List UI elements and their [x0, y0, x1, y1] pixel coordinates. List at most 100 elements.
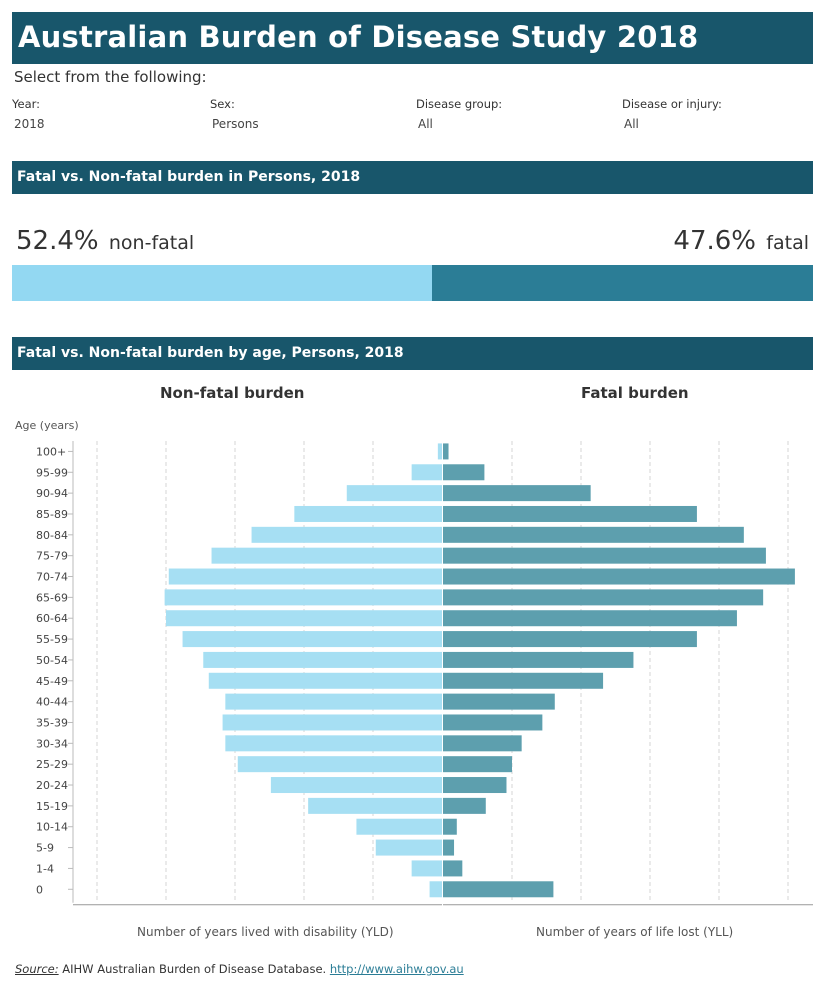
nonfatal-percent: 52.4% — [16, 226, 99, 256]
fatal-bar — [443, 756, 512, 773]
nonfatal-bar — [237, 756, 442, 773]
filter-prompt: Select from the following: — [14, 68, 207, 86]
fatal-bar — [443, 693, 555, 710]
age-label: 25-29 — [36, 758, 68, 771]
age-section-title: Fatal vs. Non-fatal burden by age, Perso… — [17, 345, 404, 361]
filter-year-label: Year: — [12, 97, 41, 111]
age-label: 35-39 — [36, 716, 68, 729]
fatal-bar — [443, 735, 522, 752]
fatal-bar — [443, 818, 457, 835]
age-label: 70-74 — [36, 571, 68, 584]
filter-sex[interactable]: Sex: Persons — [210, 97, 390, 131]
nonfatal-bar — [222, 714, 442, 731]
nonfatal-bar — [168, 568, 442, 585]
fatal-bar — [443, 651, 634, 668]
fatal-percent: 47.6% — [673, 226, 757, 256]
filter-disease-group-value[interactable]: All — [418, 117, 433, 131]
age-burden-chart: 100+ 95-99 90-94 85-89 80-84 75-79 70-74 65-69 6… — [36, 441, 813, 906]
nonfatal-bar — [308, 797, 442, 814]
nonfatal-bar — [225, 693, 442, 710]
fatal-bar — [443, 860, 463, 877]
nonfatal-bar — [164, 589, 442, 606]
fatal-bar — [443, 797, 486, 814]
nonfatal-bar — [211, 547, 442, 564]
age-label: 80-84 — [36, 529, 68, 542]
nonfatal-segment[interactable] — [12, 265, 432, 301]
filter-sex-label: Sex: — [210, 97, 235, 111]
nonfatal-bar — [411, 860, 442, 877]
age-label: 10-14 — [36, 821, 68, 834]
age-label: 5-9 — [36, 842, 54, 855]
right-x-axis-title: Number of years of life lost (YLL) — [536, 925, 734, 939]
age-label: 95-99 — [36, 466, 68, 479]
filter-disease-injury-value[interactable]: All — [624, 117, 639, 131]
filter-sex-value[interactable]: Persons — [212, 117, 259, 131]
nonfatal-bar — [166, 610, 442, 627]
fatal-panel-heading: Fatal burden — [581, 384, 689, 402]
fatal-bar — [443, 526, 744, 543]
fatal-bar — [443, 881, 554, 898]
filter-disease-injury[interactable]: Disease or injury: All — [622, 97, 802, 131]
nonfatal-bar — [182, 631, 442, 648]
filter-disease-group-label: Disease group: — [416, 97, 503, 111]
nonfatal-panel-heading: Non-fatal burden — [160, 384, 305, 402]
nonfatal-bar — [411, 464, 442, 481]
age-label: 60-64 — [36, 612, 68, 625]
age-label: 20-24 — [36, 779, 68, 792]
fatal-bar — [443, 631, 697, 648]
proportion-section-header: Fatal vs. Non-fatal burden in Persons, 2… — [12, 161, 813, 194]
nonfatal-bar — [270, 777, 442, 794]
fatal-segment[interactable] — [432, 265, 813, 301]
page-title: Australian Burden of Disease Study 2018 — [18, 20, 699, 54]
source-text: AIHW Australian Burden of Disease Databa… — [58, 962, 330, 976]
age-label: 40-44 — [36, 696, 68, 709]
age-axis-title: Age (years) — [15, 419, 79, 432]
fatal-bar — [443, 547, 766, 564]
age-label: 0 — [36, 883, 43, 896]
fatal-label: fatal — [766, 232, 809, 254]
age-label: 85-89 — [36, 508, 68, 521]
nonfatal-bar — [203, 651, 442, 668]
fatal-bar — [443, 568, 795, 585]
nonfatal-bar — [346, 485, 442, 502]
left-x-axis-title: Number of years lived with disability (Y… — [137, 925, 394, 939]
nonfatal-bar — [375, 839, 442, 856]
fatal-bar — [443, 839, 455, 856]
fatal-bar — [443, 443, 449, 460]
nonfatal-bar — [429, 881, 442, 898]
age-label: 65-69 — [36, 591, 68, 604]
filter-year-value[interactable]: 2018 — [14, 117, 45, 131]
nonfatal-bar — [225, 735, 442, 752]
age-label: 75-79 — [36, 550, 68, 563]
nonfatal-bar — [208, 672, 442, 689]
filter-disease-injury-label: Disease or injury: — [622, 97, 722, 111]
filter-disease-group[interactable]: Disease group: All — [416, 97, 596, 131]
age-label: 55-59 — [36, 633, 68, 646]
age-label: 1-4 — [36, 862, 54, 875]
age-label: 90-94 — [36, 487, 68, 500]
fatal-bar — [443, 464, 485, 481]
source-label: Source: — [15, 962, 59, 976]
age-label: 30-34 — [36, 737, 68, 750]
fatal-bar — [443, 672, 604, 689]
fatal-bar — [443, 610, 737, 627]
nonfatal-stat: 52.4% non-fatal — [16, 226, 194, 256]
age-label: 100+ — [36, 445, 66, 458]
fatal-bar — [443, 714, 543, 731]
fatal-bar — [443, 777, 507, 794]
proportion-bar[interactable] — [12, 265, 813, 301]
nonfatal-bar — [356, 818, 442, 835]
age-label: 15-19 — [36, 800, 68, 813]
fatal-bar — [443, 485, 591, 502]
title-bar: Australian Burden of Disease Study 2018 — [12, 12, 813, 64]
nonfatal-bar — [294, 505, 442, 522]
age-section-header: Fatal vs. Non-fatal burden by age, Perso… — [12, 337, 813, 370]
source-note: Source: AIHW Australian Burden of Diseas… — [15, 962, 464, 976]
proportion-section-title: Fatal vs. Non-fatal burden in Persons, 2… — [17, 169, 361, 185]
fatal-bar — [443, 505, 697, 522]
nonfatal-bar — [437, 443, 442, 460]
source-link[interactable]: http://www.aihw.gov.au — [329, 962, 464, 976]
age-label: 45-49 — [36, 675, 68, 688]
nonfatal-bar — [251, 526, 442, 543]
filter-year[interactable]: Year: 2018 — [12, 97, 192, 131]
